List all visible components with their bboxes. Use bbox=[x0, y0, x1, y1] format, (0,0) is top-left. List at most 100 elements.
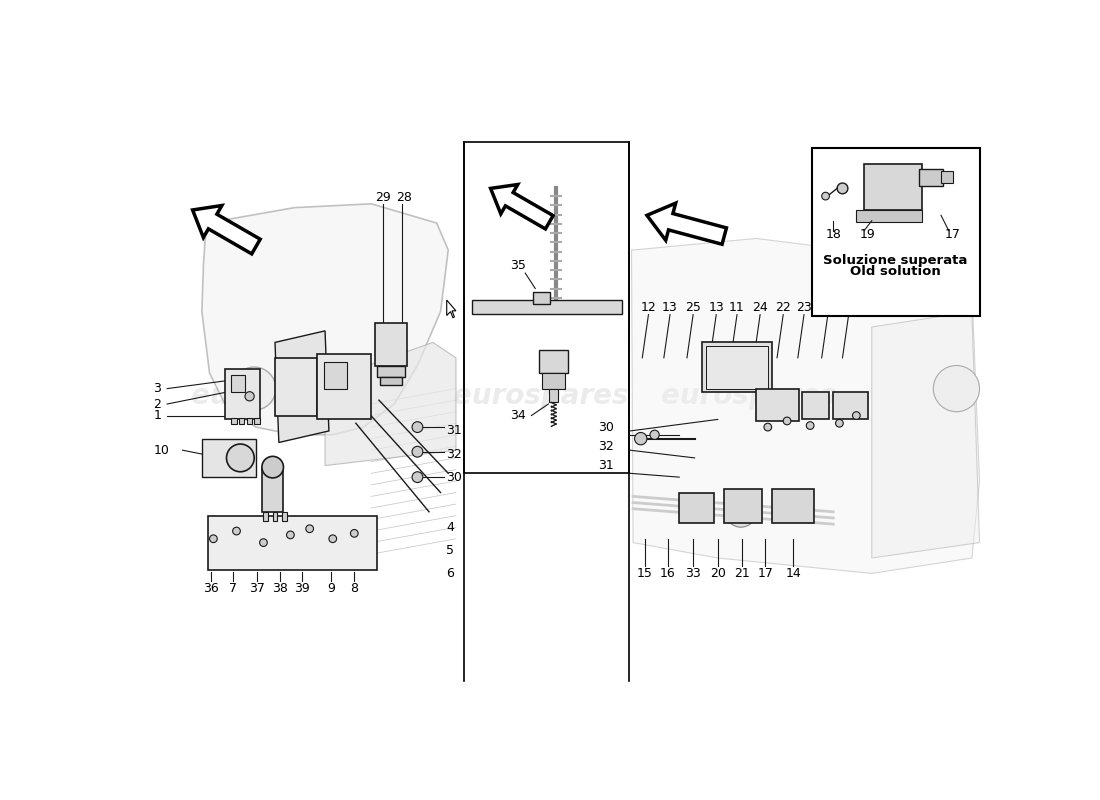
Bar bbox=[724, 489, 762, 523]
Bar bbox=[812, 148, 980, 316]
Text: 15: 15 bbox=[637, 567, 652, 580]
Text: 17: 17 bbox=[945, 228, 960, 241]
Circle shape bbox=[806, 422, 814, 430]
Text: 39: 39 bbox=[294, 582, 310, 595]
Bar bbox=[208, 516, 377, 570]
Bar bbox=[539, 350, 569, 373]
Circle shape bbox=[412, 446, 422, 457]
Circle shape bbox=[329, 535, 337, 542]
Text: 3: 3 bbox=[153, 382, 161, 395]
Bar bbox=[920, 169, 943, 186]
Text: 26: 26 bbox=[820, 302, 836, 314]
Bar bbox=[942, 171, 953, 183]
Bar bbox=[375, 323, 407, 366]
Bar bbox=[262, 470, 284, 512]
Text: 24: 24 bbox=[752, 302, 768, 314]
Bar bbox=[549, 389, 559, 402]
Bar bbox=[264, 512, 268, 521]
Bar bbox=[323, 362, 346, 389]
Text: 2: 2 bbox=[153, 398, 161, 410]
Bar bbox=[757, 389, 799, 421]
Polygon shape bbox=[647, 203, 726, 244]
Text: 32: 32 bbox=[598, 440, 614, 453]
Text: 13: 13 bbox=[662, 302, 678, 314]
Circle shape bbox=[933, 366, 980, 412]
Circle shape bbox=[837, 183, 848, 194]
Text: Soluzione superata: Soluzione superata bbox=[824, 254, 968, 267]
Text: 16: 16 bbox=[660, 567, 675, 580]
Bar bbox=[231, 374, 245, 392]
Text: Old solution: Old solution bbox=[850, 266, 940, 278]
Text: 34: 34 bbox=[509, 409, 526, 422]
Text: 30: 30 bbox=[598, 421, 614, 434]
Bar bbox=[803, 393, 829, 419]
Text: 8: 8 bbox=[350, 582, 359, 595]
Bar bbox=[856, 210, 922, 222]
Bar bbox=[464, 142, 629, 474]
Text: eurospares: eurospares bbox=[191, 382, 366, 410]
Bar bbox=[246, 418, 252, 424]
Bar bbox=[834, 393, 868, 419]
Circle shape bbox=[260, 538, 267, 546]
Bar bbox=[865, 164, 922, 210]
Polygon shape bbox=[275, 331, 329, 442]
Bar bbox=[377, 366, 405, 377]
Text: 20: 20 bbox=[710, 567, 726, 580]
Polygon shape bbox=[631, 238, 980, 574]
Text: 37: 37 bbox=[250, 582, 265, 595]
Text: 17: 17 bbox=[758, 567, 773, 580]
Circle shape bbox=[836, 419, 844, 427]
Text: 12: 12 bbox=[640, 302, 657, 314]
Circle shape bbox=[227, 444, 254, 472]
Text: 13: 13 bbox=[708, 302, 724, 314]
Text: 19: 19 bbox=[860, 228, 876, 241]
Circle shape bbox=[412, 422, 422, 433]
Circle shape bbox=[209, 535, 218, 542]
Text: 36: 36 bbox=[204, 582, 219, 595]
Text: 35: 35 bbox=[509, 259, 526, 272]
Bar bbox=[680, 493, 714, 523]
Bar bbox=[534, 292, 550, 304]
Text: 9: 9 bbox=[328, 582, 336, 595]
Bar bbox=[472, 300, 621, 314]
Polygon shape bbox=[202, 204, 449, 435]
Bar bbox=[703, 342, 772, 393]
Text: 31: 31 bbox=[446, 425, 462, 438]
Bar bbox=[381, 377, 403, 385]
Circle shape bbox=[726, 496, 757, 527]
Circle shape bbox=[306, 525, 313, 533]
Circle shape bbox=[783, 417, 791, 425]
Polygon shape bbox=[871, 312, 980, 558]
Circle shape bbox=[822, 192, 829, 200]
Circle shape bbox=[412, 472, 422, 482]
Text: eurospares: eurospares bbox=[661, 382, 836, 410]
Bar bbox=[239, 418, 244, 424]
Circle shape bbox=[763, 423, 772, 431]
Text: 14: 14 bbox=[785, 567, 801, 580]
Bar bbox=[318, 354, 372, 419]
Text: 11: 11 bbox=[729, 302, 745, 314]
Text: 22: 22 bbox=[776, 302, 791, 314]
Text: 7: 7 bbox=[229, 582, 236, 595]
Polygon shape bbox=[192, 206, 261, 254]
Text: 29: 29 bbox=[375, 191, 390, 204]
Circle shape bbox=[286, 531, 295, 538]
Bar bbox=[224, 370, 260, 419]
Text: 31: 31 bbox=[598, 459, 614, 472]
Text: 6: 6 bbox=[446, 567, 454, 580]
Text: 28: 28 bbox=[396, 191, 412, 204]
Text: 5: 5 bbox=[446, 544, 454, 557]
Text: 32: 32 bbox=[446, 447, 462, 461]
Bar bbox=[254, 418, 260, 424]
Bar bbox=[282, 512, 286, 521]
Circle shape bbox=[232, 367, 276, 410]
Text: 4: 4 bbox=[446, 521, 454, 534]
Circle shape bbox=[262, 456, 284, 478]
Polygon shape bbox=[326, 342, 455, 466]
Text: 25: 25 bbox=[685, 302, 701, 314]
Circle shape bbox=[351, 530, 359, 538]
Text: 38: 38 bbox=[273, 582, 288, 595]
Bar bbox=[772, 489, 814, 523]
Circle shape bbox=[650, 430, 659, 439]
Text: eurospares: eurospares bbox=[453, 382, 628, 410]
